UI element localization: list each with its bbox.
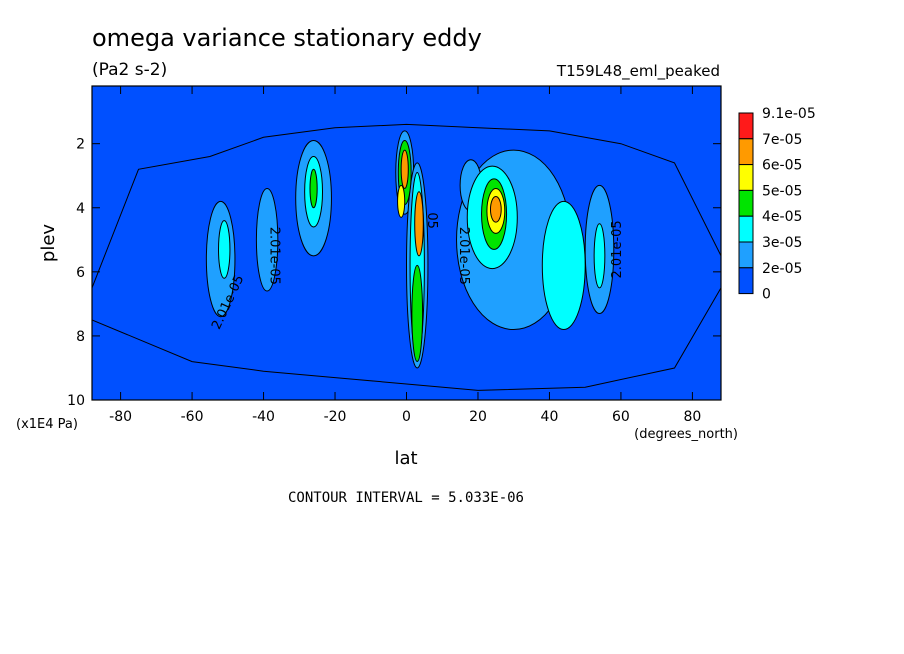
x-tick-label: 0 [402,409,411,425]
y-tick-label: 6 [76,265,85,281]
x-tick-label: -80 [109,409,132,425]
x-tick-label: -40 [252,409,275,425]
legend-swatch-2 [738,164,754,191]
contour-label-0: 2.01e-05 [267,227,282,285]
x-tick-label: 80 [683,409,701,425]
legend-swatch-0 [738,112,754,140]
contour-line-upper [92,123,721,289]
contour-region-1 [218,220,231,279]
x-tick-label: -20 [324,409,347,425]
y-tick-label: 2 [76,137,85,153]
legend-label-4: 4e-05 [762,209,802,225]
x-axis-units: (degrees_north) [634,427,738,442]
x-tick-label: 40 [541,409,559,425]
y-axis-label: plev [38,224,59,263]
contour-region-8 [400,149,409,190]
y-tick-label: 4 [76,201,85,217]
y-tick-label: 8 [76,329,85,345]
chart-units: (Pa2 s-2) [92,60,167,80]
legend-label-2: 6e-05 [762,158,802,174]
contour-region-22 [593,223,606,289]
legend-swatch-5 [738,241,754,269]
contour-region-13 [411,264,424,363]
contour-label-2: 2.01e-05 [456,227,471,285]
x-tick-label: -60 [181,409,204,425]
contour-label-3: 2.01e-05 [610,220,625,278]
contour-region-5 [309,168,318,209]
contour-region-9 [397,184,406,218]
y-tick-label: 10 [67,393,85,409]
legend-swatch-3 [738,189,754,217]
legend-swatch-4 [738,215,754,243]
x-axis-label: lat [394,448,417,469]
legend-label-5: 3e-05 [762,235,802,251]
x-tick-label: 60 [612,409,630,425]
contour-region-12 [414,191,424,257]
legend-label-6: 2e-05 [762,261,802,277]
experiment-label: T159L48_eml_peaked [556,62,720,81]
contour-line-lower [92,287,721,391]
contour-region-18 [489,196,502,223]
contour-interval: CONTOUR INTERVAL = 5.033E-06 [288,490,524,506]
contour-label-4: 05 [424,212,439,229]
legend-label-3: 5e-05 [762,183,802,199]
legend-swatch-1 [738,138,754,166]
contour-region-2 [255,188,279,292]
contour-region-20 [541,200,586,331]
chart-title: omega variance stationary eddy [92,24,482,52]
legend-swatch-6 [738,267,754,295]
legend-label-0: 9.1e-05 [762,106,816,122]
y-axis-units: (x1E4 Pa) [16,417,78,432]
legend-label-1: 7e-05 [762,132,802,148]
legend-label-7: 0 [762,287,771,303]
x-tick-label: 20 [469,409,487,425]
